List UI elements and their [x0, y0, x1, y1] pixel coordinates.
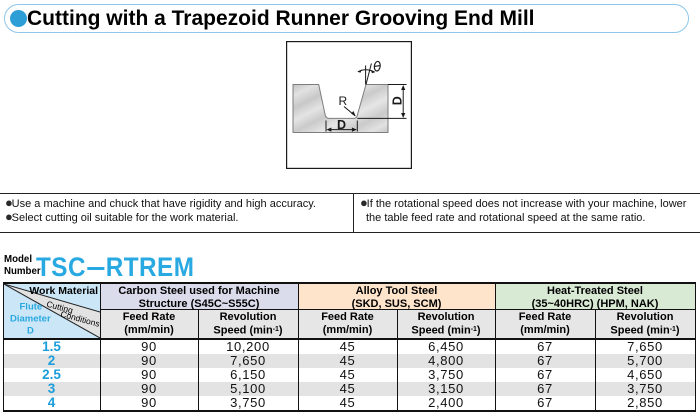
svg-text:D: D: [391, 96, 405, 105]
svg-text:Diameter: Diameter: [10, 314, 51, 325]
svg-text:Flute: Flute: [20, 302, 43, 313]
svg-text:D: D: [27, 326, 34, 337]
svg-text:Work Material: Work Material: [29, 285, 98, 297]
svg-text:D: D: [337, 118, 346, 132]
svg-text:R: R: [339, 94, 348, 108]
